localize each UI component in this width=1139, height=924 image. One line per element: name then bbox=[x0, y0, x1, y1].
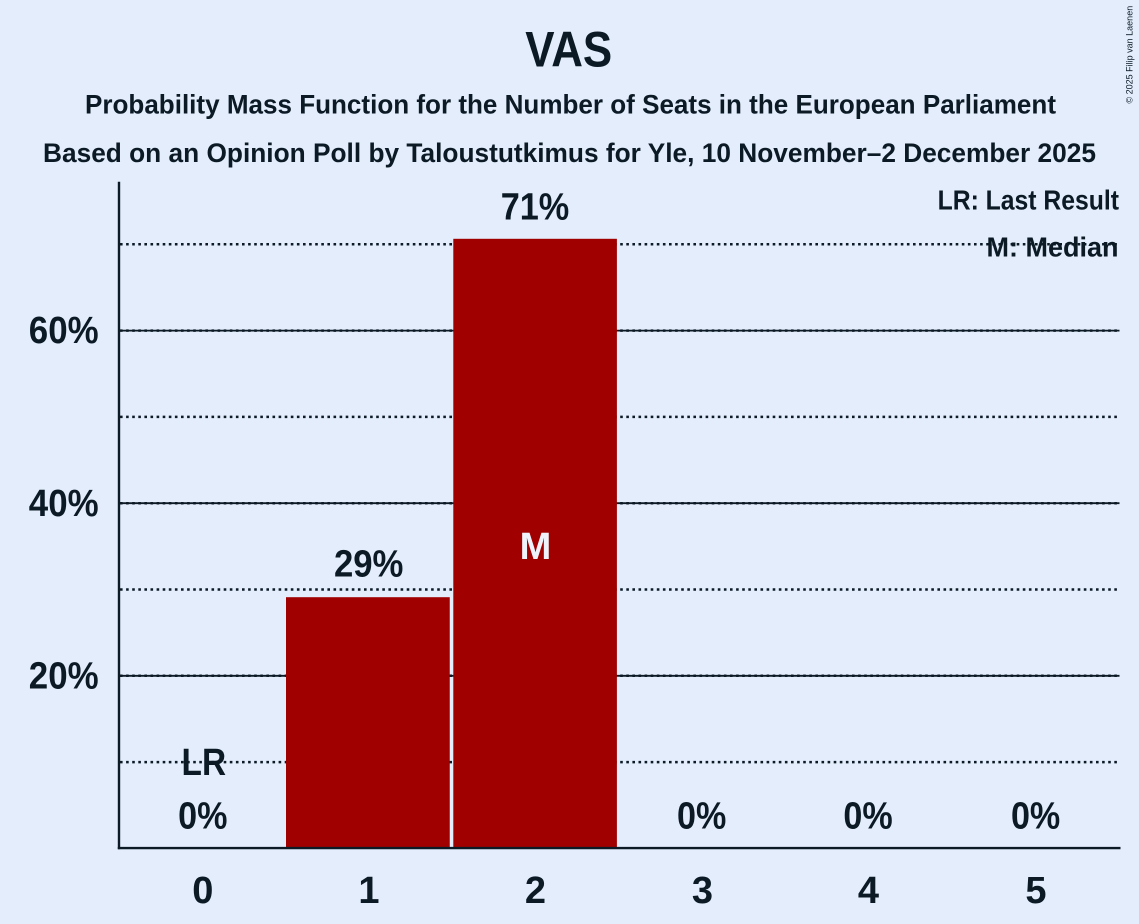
svg-text:Based on an Opinion Poll by Ta: Based on an Opinion Poll by Taloustutkim… bbox=[43, 138, 1096, 168]
svg-text:29%: 29% bbox=[334, 544, 404, 586]
svg-text:VAS: VAS bbox=[525, 21, 612, 78]
svg-text:LR: LR bbox=[182, 742, 227, 784]
svg-text:2: 2 bbox=[525, 870, 546, 912]
svg-text:5: 5 bbox=[1025, 870, 1046, 912]
svg-text:LR: Last Result: LR: Last Result bbox=[938, 185, 1119, 216]
svg-text:71%: 71% bbox=[501, 186, 570, 228]
svg-text:0%: 0% bbox=[843, 796, 892, 838]
svg-text:M: Median: M: Median bbox=[987, 232, 1119, 263]
svg-text:0%: 0% bbox=[178, 796, 227, 838]
svg-text:20%: 20% bbox=[29, 655, 99, 697]
svg-text:0: 0 bbox=[192, 870, 213, 912]
svg-text:M: M bbox=[520, 526, 552, 568]
svg-text:Probability Mass Function for: Probability Mass Function for the Number… bbox=[85, 90, 1056, 120]
svg-text:40%: 40% bbox=[29, 483, 99, 525]
svg-text:4: 4 bbox=[858, 870, 879, 912]
svg-text:60%: 60% bbox=[29, 310, 99, 352]
svg-text:0%: 0% bbox=[677, 796, 726, 838]
svg-text:1: 1 bbox=[358, 870, 379, 912]
svg-text:3: 3 bbox=[692, 870, 713, 912]
svg-text:0%: 0% bbox=[1011, 796, 1060, 838]
svg-text:© 2025 Filip van Laenen: © 2025 Filip van Laenen bbox=[1125, 6, 1135, 104]
